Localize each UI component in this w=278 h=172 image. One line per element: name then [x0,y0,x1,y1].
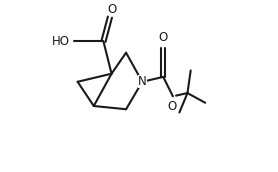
Text: O: O [159,31,168,44]
Text: O: O [167,100,177,113]
Text: HO: HO [52,35,70,48]
Text: N: N [138,75,147,88]
Text: O: O [107,3,116,15]
